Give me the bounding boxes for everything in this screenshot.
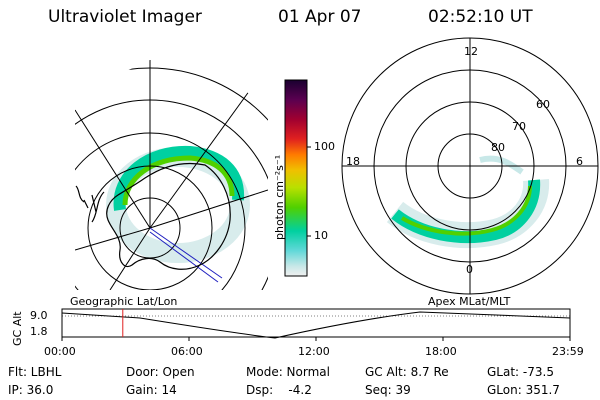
mlat-label-70: 70 xyxy=(512,120,526,133)
seq-value: Seq: 39 xyxy=(365,383,411,397)
timeline-frame xyxy=(61,308,571,338)
timeline-ytick-high: 9.0 xyxy=(30,309,48,322)
gain-value: Gain: 14 xyxy=(126,383,177,397)
dsp-value: Dsp: -4.2 xyxy=(246,383,312,397)
mlat-label-80: 80 xyxy=(491,141,505,154)
glat-value: GLat: -73.5 xyxy=(487,365,554,379)
mlt-label-0: 0 xyxy=(466,263,473,276)
mlt-label-6: 6 xyxy=(576,155,583,168)
mlat-label-60: 60 xyxy=(536,98,550,111)
aurora-oval-mid xyxy=(113,145,245,211)
gc-alt-value: GC Alt: 8.7 Re xyxy=(365,365,449,379)
timeline-ylabel: GC Alt xyxy=(11,311,24,346)
aurora-oval-bright xyxy=(122,155,235,206)
timeline-xtick-4: 23:59 xyxy=(552,345,584,358)
door-value: Door: Open xyxy=(126,365,195,379)
geo-panel-label: Geographic Lat/Lon xyxy=(70,295,178,308)
glon-value: GLon: 351.7 xyxy=(487,383,560,397)
timeline-xtick-2: 12:00 xyxy=(298,345,330,358)
time-label: 02:52:10 UT xyxy=(428,7,533,27)
mlt-label-18: 18 xyxy=(346,155,360,168)
colorbar-unit-label: photon cm⁻²s⁻¹ xyxy=(273,154,286,240)
altitude-curve xyxy=(61,311,571,339)
apex-panel-label: Apex MLat/MLT xyxy=(428,295,511,308)
mlt-label-12: 12 xyxy=(464,45,478,58)
colorbar-tick-10: 10 xyxy=(314,229,328,242)
colorbar xyxy=(284,79,308,277)
timeline-xtick-1: 06:00 xyxy=(171,345,203,358)
instrument-title: Ultraviolet Imager xyxy=(48,7,202,27)
magnetic-meridian-line xyxy=(149,227,223,279)
mode-value: Mode: Normal xyxy=(246,365,330,379)
timeline-ytick-low: 1.8 xyxy=(30,325,48,338)
timeline-xtick-3: 18:00 xyxy=(425,345,457,358)
timeline-xtick-0: 00:00 xyxy=(44,345,76,358)
ip-value: IP: 36.0 xyxy=(8,383,54,397)
filter-value: Flt: LBHL xyxy=(8,365,62,379)
apex-polar-plot xyxy=(341,37,599,295)
date-label: 01 Apr 07 xyxy=(278,7,362,27)
colorbar-tick-100: 100 xyxy=(314,140,335,153)
geographic-map-panel xyxy=(75,60,268,290)
coastline xyxy=(106,162,231,270)
